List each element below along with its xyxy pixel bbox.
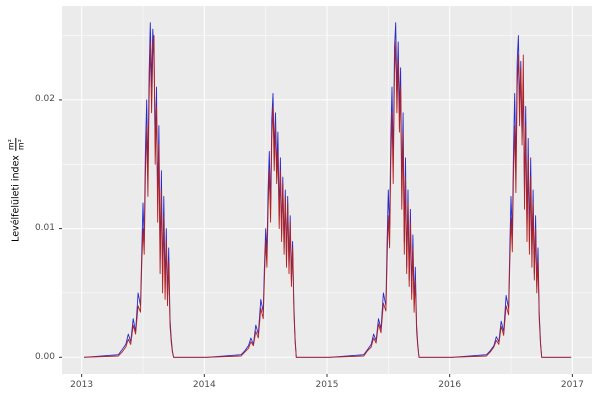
y-axis-fraction-numerator: m² (6, 138, 17, 152)
x-tick-label: 2014 (192, 380, 216, 390)
x-tick-label: 2013 (70, 380, 94, 390)
y-tick-label: 0.01 (34, 223, 55, 234)
series-red-line (84, 35, 572, 358)
x-tick-label: 2015 (315, 380, 339, 390)
y-axis-fraction-denominator: m² (16, 139, 26, 151)
y-tick-label: 0.02 (34, 94, 55, 105)
y-axis-label-text: Levélfelületi index (10, 155, 22, 242)
x-tick-label: 2016 (438, 380, 462, 390)
x-tick-label: 2017 (560, 380, 584, 390)
y-axis-label-fraction: m² m² (6, 138, 26, 152)
y-tick-label: 0.00 (34, 351, 55, 362)
